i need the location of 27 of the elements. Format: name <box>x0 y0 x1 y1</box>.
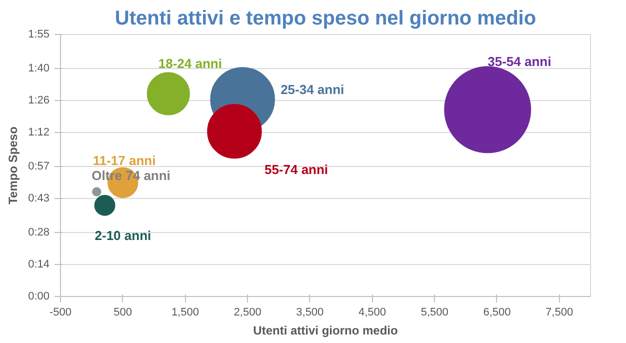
x-tick-label: 5,500 <box>420 306 448 318</box>
series-label: 55-74 anni <box>264 162 328 177</box>
x-tick-label: 6,500 <box>483 306 511 318</box>
y-tick-label: 0:43 <box>28 192 50 205</box>
x-tick-label: 2,500 <box>234 306 262 318</box>
x-tick-label: 3,500 <box>296 306 324 318</box>
y-tick-label: 1:55 <box>28 28 50 40</box>
x-tick-label: 7,500 <box>546 306 574 318</box>
y-tick-label: 1:40 <box>28 62 50 75</box>
x-tick-label: 4,500 <box>358 306 386 318</box>
y-tick-label: 0:14 <box>28 258 50 271</box>
series-label: 35-54 anni <box>488 54 552 70</box>
y-tick-label: 0:57 <box>28 160 50 173</box>
x-tick-label: 1,500 <box>171 306 199 318</box>
series-label: 11-17 anni <box>92 153 156 168</box>
series-label: 18-24 anni <box>158 56 222 72</box>
chart-title: Utenti attivi e tempo speso nel giorno medio <box>114 8 536 30</box>
x-tick-label: 500 <box>114 306 132 318</box>
y-tick-label: 0:00 <box>28 290 50 302</box>
x-tick-label: -500 <box>49 306 72 318</box>
series-label: 2-10 anni <box>94 228 152 243</box>
y-tick-label: 0:28 <box>28 226 50 239</box>
y-tick-label: 1:26 <box>28 94 50 107</box>
x-axis-title: Utenti attivi giorno medio <box>253 324 398 338</box>
series-label: 25-34 anni <box>280 82 344 97</box>
y-tick-label: 1:12 <box>28 126 50 138</box>
y-axis-title: Tempo Speso <box>6 126 20 204</box>
